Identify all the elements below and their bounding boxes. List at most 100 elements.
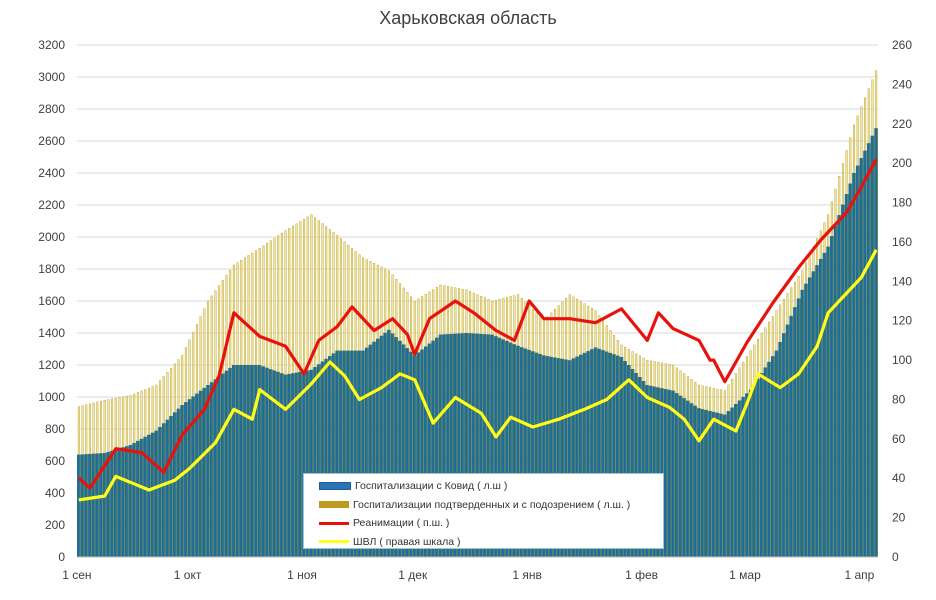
bar-covid: [483, 334, 486, 557]
bar-covid-gap: [257, 365, 258, 557]
bar-covid: [619, 357, 623, 557]
bar-covid-gap: [227, 370, 229, 557]
bar-covid: [479, 333, 483, 557]
bar-covid: [752, 384, 756, 557]
bar-covid-gap: [855, 173, 856, 557]
bar-covid-gap: [519, 345, 520, 557]
bar-covid: [113, 449, 117, 557]
bar-covid-gap: [508, 341, 509, 557]
bar-covid: [383, 332, 387, 557]
bar-covid: [833, 225, 837, 558]
bar-covid: [582, 352, 586, 557]
bar-covid: [693, 405, 697, 557]
bar-covid-gap: [456, 333, 458, 557]
bar-covid: [534, 352, 538, 557]
y-left-tick-label: 3000: [38, 70, 65, 84]
bar-covid: [704, 410, 708, 557]
bar-covid: [117, 448, 121, 557]
bar-covid-gap: [367, 347, 369, 557]
bar-covid: [305, 370, 309, 557]
bar-covid: [180, 405, 184, 557]
bar-covid-gap: [216, 379, 218, 557]
bar-covid-gap: [172, 415, 173, 557]
bar-covid: [158, 426, 162, 557]
y-left-tick-label: 600: [45, 454, 65, 468]
bar-covid: [656, 387, 660, 557]
bar-covid-gap: [722, 413, 723, 557]
y-right-tick-label: 200: [892, 156, 912, 170]
bar-covid: [649, 385, 653, 557]
bar-covid: [667, 389, 671, 557]
bar-covid-gap: [803, 289, 805, 557]
bar-covid: [99, 453, 103, 557]
bar-covid: [401, 344, 405, 557]
bar-covid: [350, 350, 354, 557]
bar-covid-gap: [150, 434, 151, 557]
bar-covid: [272, 370, 276, 557]
bar-covid-gap: [135, 442, 137, 557]
bar-covid: [364, 347, 368, 557]
bar-covid-gap: [120, 448, 122, 557]
bar-covid-gap: [323, 361, 325, 557]
x-tick-label: 1 сен: [62, 568, 91, 582]
bar-covid-gap: [364, 350, 365, 557]
bar-covid: [169, 415, 173, 557]
bar-covid: [468, 333, 472, 557]
bar-covid-gap: [157, 430, 159, 557]
bar-covid-gap: [751, 389, 753, 557]
bar-covid: [342, 350, 346, 557]
bar-covid-gap: [637, 373, 639, 557]
bar-covid: [844, 194, 848, 557]
bar-covid-gap: [478, 333, 480, 557]
bar-covid: [442, 334, 446, 557]
x-tick-label: 1 янв: [512, 568, 542, 582]
bar-covid-gap: [633, 369, 635, 557]
bar-covid-gap: [238, 365, 240, 557]
bar-covid-gap: [271, 369, 273, 557]
bar-covid-gap: [212, 382, 214, 557]
bar-covid: [143, 436, 147, 557]
bar-covid: [652, 386, 656, 557]
bar-covid-gap: [168, 419, 170, 557]
bar-covid-gap: [445, 334, 447, 557]
bar-covid-gap: [197, 393, 199, 557]
bar-covid-gap: [467, 333, 469, 557]
bar-covid: [379, 335, 383, 557]
bar-covid: [316, 364, 320, 557]
bar-covid-gap: [83, 454, 85, 557]
y-right-tick-label: 120: [892, 314, 912, 328]
bar-covid-gap: [153, 432, 155, 557]
bar-covid: [427, 343, 431, 557]
bar-covid-gap: [316, 367, 317, 557]
y-left-tick-label: 400: [45, 486, 65, 500]
bar-covid-gap: [640, 377, 642, 557]
bar-covid-gap: [408, 348, 410, 557]
bar-covid: [793, 307, 796, 557]
bar-covid-gap: [541, 354, 543, 557]
bar-covid-gap: [788, 324, 790, 557]
bar-covid: [601, 350, 605, 557]
bar-covid-gap: [260, 365, 262, 557]
bar-covid: [102, 453, 106, 557]
bar-covid-gap: [338, 350, 340, 557]
bar-covid: [608, 352, 612, 557]
bar-covid-gap: [234, 365, 236, 557]
bar-covid: [320, 361, 324, 557]
bar-covid-gap: [877, 128, 878, 557]
bar-covid-gap: [434, 340, 436, 557]
bar-covid-gap: [430, 343, 432, 557]
bar-covid-gap: [286, 374, 288, 557]
bar-covid: [615, 355, 619, 557]
bar-covid: [564, 359, 568, 557]
bar-covid-gap: [604, 350, 605, 557]
bar-covid-gap: [356, 350, 358, 557]
y-left-tick-label: 2400: [38, 166, 65, 180]
y-left-tick-label: 1200: [38, 358, 65, 372]
bar-covid: [789, 315, 793, 557]
legend-label-covid: Госпитализации с Ковид ( л.ш ): [355, 480, 508, 493]
bar-covid: [630, 369, 634, 557]
bar-covid-gap: [567, 359, 568, 557]
bar-covid: [331, 353, 335, 557]
bar-covid: [154, 430, 158, 557]
bar-covid: [516, 345, 520, 557]
